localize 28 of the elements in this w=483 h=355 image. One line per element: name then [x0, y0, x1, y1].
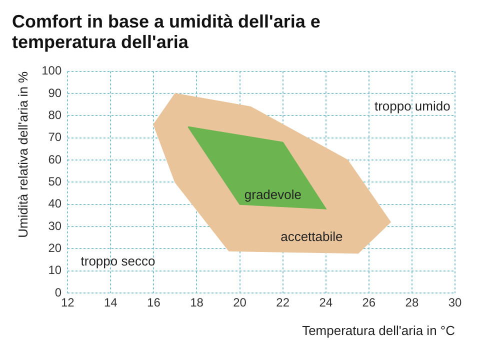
x-tick-label: 26 — [362, 296, 376, 310]
x-tick-label: 20 — [233, 296, 247, 310]
annotation: troppo umido — [374, 98, 450, 114]
annotation: accettabile — [280, 229, 343, 244]
x-tick-label: 12 — [60, 296, 75, 310]
x-tick-label: 18 — [190, 296, 204, 310]
y-tick-label: 40 — [48, 196, 62, 211]
y-tick-label: 80 — [48, 108, 62, 122]
x-tick-label: 24 — [319, 296, 333, 310]
x-tick-label: 28 — [405, 296, 419, 310]
y-tick-label: 10 — [48, 263, 62, 278]
annotation: gradevole — [244, 187, 302, 202]
y-tick-label: 60 — [48, 152, 62, 166]
y-tick-label: 90 — [48, 86, 62, 100]
y-tick-label: 50 — [48, 174, 62, 189]
y-tick-label: 0 — [54, 285, 62, 300]
y-tick-label: 20 — [48, 240, 62, 255]
x-axis-title: Temperatura dell'aria in °C — [302, 322, 455, 338]
y-tick-label: 70 — [48, 130, 62, 144]
x-tick-label: 30 — [448, 296, 462, 310]
y-tick-label: 100 — [42, 64, 62, 78]
annotation: troppo secco — [80, 254, 156, 269]
x-tick-label: 22 — [276, 296, 290, 310]
x-tick-label: 16 — [147, 296, 161, 310]
chart-title: Comfort in base a umidità dell'aria e temperatura dell'aria — [12, 11, 320, 52]
x-tick-label: 14 — [104, 296, 118, 310]
y-tick-label: 30 — [48, 218, 62, 233]
y-axis-title: Umidità relativa dell'aria in % — [15, 70, 30, 238]
